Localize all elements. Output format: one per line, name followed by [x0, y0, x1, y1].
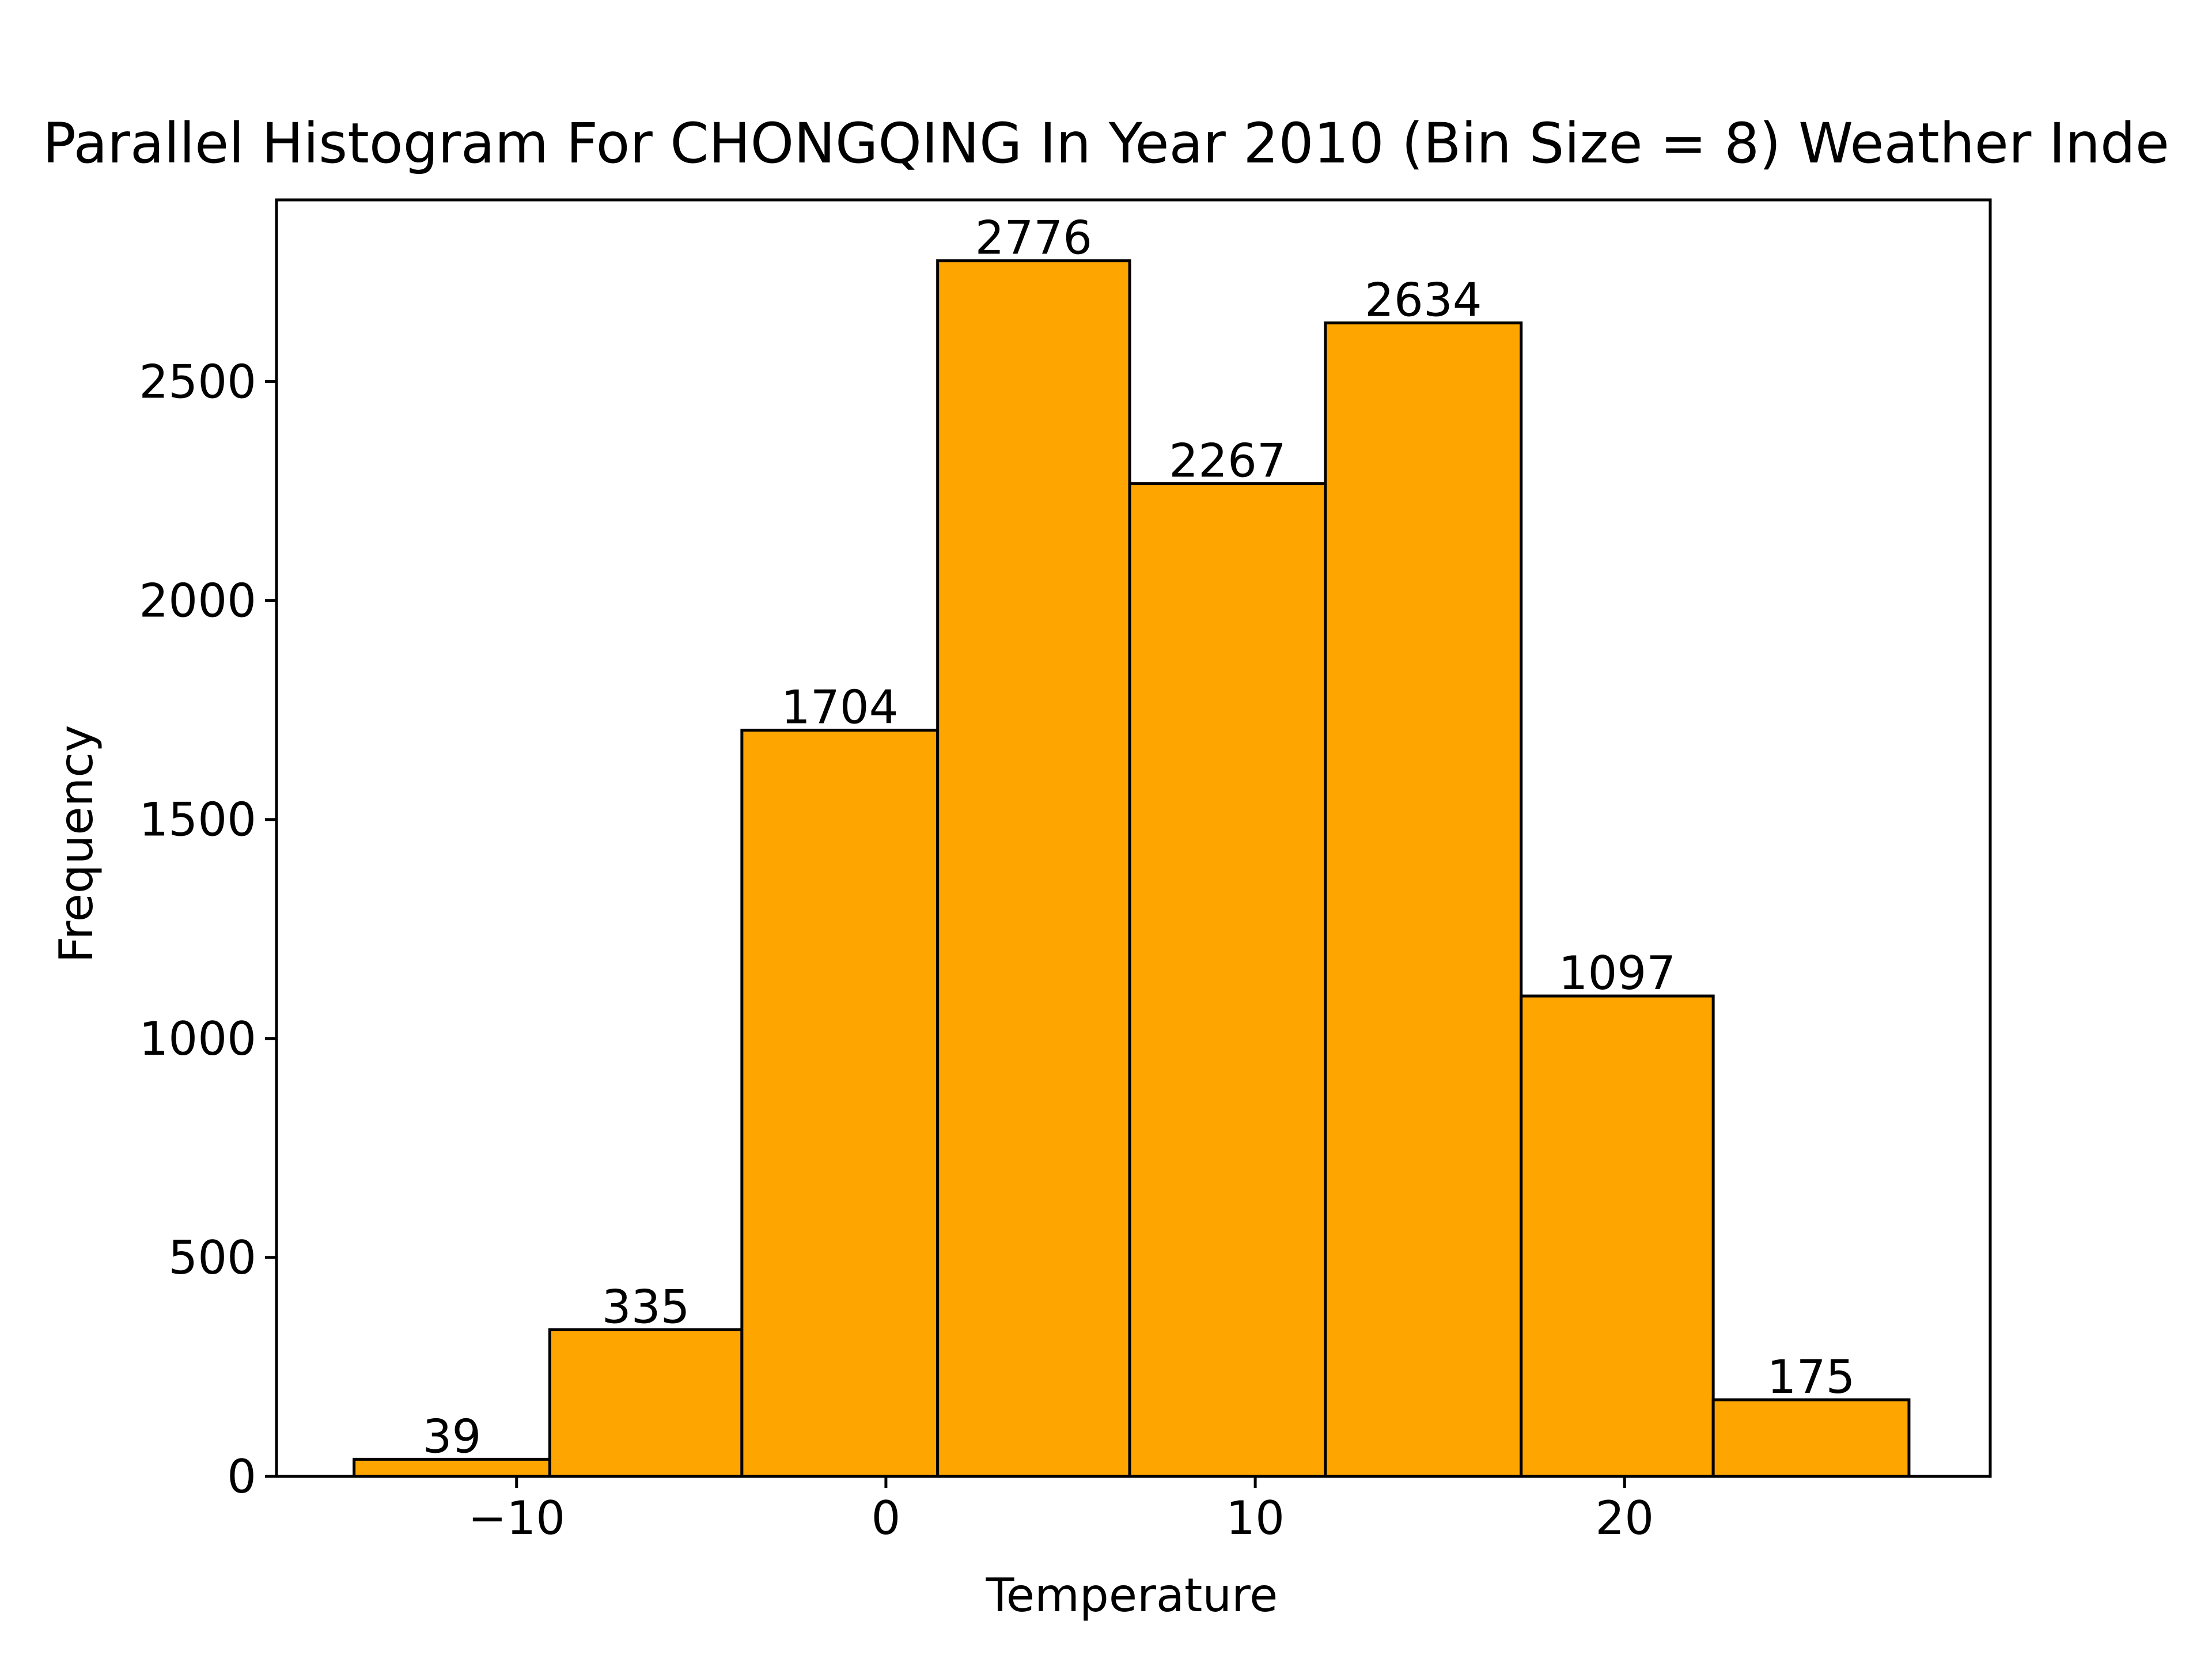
histogram-bar — [1520, 994, 1715, 1478]
bar-value-label: 335 — [602, 1280, 690, 1334]
y-tick-label: 2000 — [139, 574, 256, 628]
x-axis-label: Temperature — [986, 1569, 1278, 1622]
y-tick-label: 1000 — [139, 1012, 256, 1066]
bar-value-label: 2776 — [975, 211, 1093, 265]
bar-value-label: 1097 — [1559, 946, 1676, 1000]
y-tick-label: 2500 — [139, 355, 256, 408]
x-tick-label: 20 — [1595, 1491, 1654, 1545]
y-tick-label: 500 — [168, 1231, 256, 1285]
bar-labels-layer: 39 335 1704 2776 2267 2634 1097 175 — [423, 211, 1855, 1464]
bar-value-label: 2634 — [1365, 274, 1482, 327]
bar-value-label: 1704 — [781, 681, 899, 734]
bar-value-label: 175 — [1767, 1350, 1855, 1404]
y-tick-label: 0 — [227, 1450, 256, 1503]
x-tick-label: −10 — [468, 1491, 565, 1545]
histogram-bar — [1128, 482, 1327, 1478]
bar-value-label: 39 — [423, 1410, 482, 1463]
y-axis-ticks: 0 500 1000 1500 2000 2500 — [139, 355, 276, 1503]
x-tick-label: 10 — [1226, 1491, 1285, 1545]
histogram-bar — [548, 1328, 744, 1478]
bar-value-label: 2267 — [1169, 434, 1286, 488]
y-tick-label: 1500 — [139, 793, 256, 847]
bars-layer — [353, 259, 1911, 1478]
chart-title: Parallel Histogram For CHONGQING In Year… — [43, 111, 2169, 176]
x-axis-ticks: −10 0 10 20 — [468, 1476, 1654, 1545]
histogram-bar — [1711, 1398, 1911, 1478]
x-tick-label: 0 — [871, 1491, 900, 1545]
histogram-bar — [740, 729, 940, 1478]
y-axis-label: Frequency — [50, 725, 103, 963]
histogram-bar — [1324, 321, 1523, 1478]
histogram-bar — [936, 259, 1131, 1478]
plot-frame — [275, 198, 1992, 1478]
